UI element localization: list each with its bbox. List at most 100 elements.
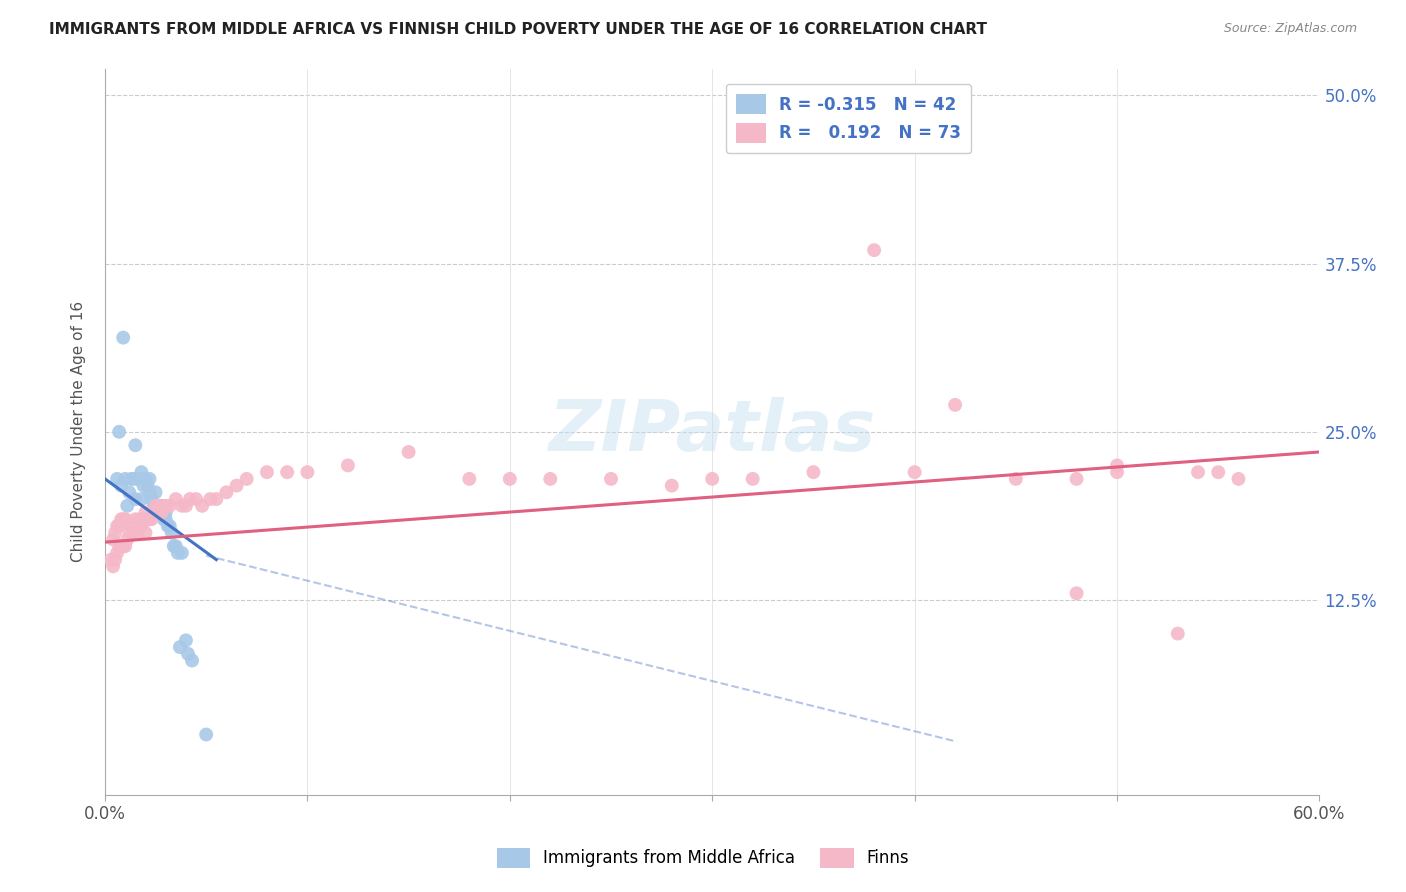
- Point: [297, 465, 319, 479]
- Point: [1206, 465, 1229, 479]
- Point: [225, 478, 247, 492]
- Legend: Immigrants from Middle Africa, Finns: Immigrants from Middle Africa, Finns: [489, 841, 917, 875]
- Point: [184, 491, 207, 506]
- Point: [142, 499, 165, 513]
- Point: [149, 499, 172, 513]
- Text: Source: ZipAtlas.com: Source: ZipAtlas.com: [1223, 22, 1357, 36]
- Point: [132, 478, 155, 492]
- Point: [174, 633, 197, 648]
- Point: [165, 539, 187, 553]
- Point: [1167, 626, 1189, 640]
- Legend: R = -0.315   N = 42, R =   0.192   N = 73: R = -0.315 N = 42, R = 0.192 N = 73: [725, 84, 972, 153]
- Point: [170, 499, 193, 513]
- Point: [138, 512, 160, 526]
- Point: [134, 525, 156, 540]
- Point: [1105, 465, 1128, 479]
- Point: [104, 525, 127, 540]
- Point: [114, 512, 136, 526]
- Point: [105, 546, 128, 560]
- Point: [122, 525, 145, 540]
- Point: [132, 512, 155, 526]
- Point: [120, 472, 142, 486]
- Point: [215, 485, 238, 500]
- Point: [120, 519, 142, 533]
- Point: [205, 491, 228, 506]
- Point: [1066, 586, 1088, 600]
- Point: [336, 458, 359, 473]
- Point: [145, 506, 167, 520]
- Point: [458, 472, 481, 486]
- Point: [136, 478, 159, 492]
- Point: [145, 499, 167, 513]
- Point: [122, 472, 145, 486]
- Point: [108, 519, 131, 533]
- Point: [145, 499, 167, 513]
- Point: [152, 512, 174, 526]
- Point: [138, 472, 160, 486]
- Point: [155, 499, 177, 513]
- Point: [904, 465, 927, 479]
- Point: [169, 640, 191, 654]
- Point: [124, 512, 146, 526]
- Point: [124, 438, 146, 452]
- Point: [155, 512, 177, 526]
- Point: [112, 512, 135, 526]
- Point: [108, 539, 131, 553]
- Point: [163, 539, 186, 553]
- Point: [127, 525, 149, 540]
- Point: [1066, 472, 1088, 486]
- Point: [101, 559, 124, 574]
- Point: [1105, 458, 1128, 473]
- Point: [499, 472, 522, 486]
- Point: [1005, 472, 1028, 486]
- Point: [155, 506, 177, 520]
- Point: [160, 525, 183, 540]
- Text: IMMIGRANTS FROM MIDDLE AFRICA VS FINNISH CHILD POVERTY UNDER THE AGE OF 16 CORRE: IMMIGRANTS FROM MIDDLE AFRICA VS FINNISH…: [49, 22, 987, 37]
- Point: [538, 472, 561, 486]
- Point: [149, 506, 172, 520]
- Point: [131, 491, 153, 506]
- Point: [112, 330, 135, 344]
- Point: [110, 539, 132, 553]
- Point: [166, 546, 188, 560]
- Point: [142, 506, 165, 520]
- Point: [150, 506, 173, 520]
- Point: [159, 499, 181, 513]
- Point: [104, 552, 127, 566]
- Point: [398, 445, 420, 459]
- Point: [159, 519, 181, 533]
- Point: [117, 533, 139, 547]
- Point: [146, 499, 169, 513]
- Point: [191, 499, 214, 513]
- Point: [105, 472, 128, 486]
- Point: [110, 512, 132, 526]
- Point: [146, 506, 169, 520]
- Point: [118, 525, 141, 540]
- Point: [600, 472, 623, 486]
- Point: [150, 506, 173, 520]
- Point: [141, 512, 163, 526]
- Point: [1227, 472, 1250, 486]
- Point: [165, 491, 187, 506]
- Point: [235, 472, 257, 486]
- Point: [174, 499, 197, 513]
- Point: [114, 472, 136, 486]
- Point: [741, 472, 763, 486]
- Point: [156, 519, 179, 533]
- Point: [150, 499, 173, 513]
- Point: [803, 465, 825, 479]
- Point: [195, 727, 218, 741]
- Point: [101, 533, 124, 547]
- Point: [127, 472, 149, 486]
- Point: [118, 485, 141, 500]
- Point: [110, 478, 132, 492]
- Point: [131, 465, 153, 479]
- Point: [1187, 465, 1209, 479]
- Point: [112, 539, 135, 553]
- Point: [138, 485, 160, 500]
- Point: [863, 243, 886, 257]
- Point: [200, 491, 222, 506]
- Point: [276, 465, 298, 479]
- Point: [256, 465, 278, 479]
- Point: [136, 512, 159, 526]
